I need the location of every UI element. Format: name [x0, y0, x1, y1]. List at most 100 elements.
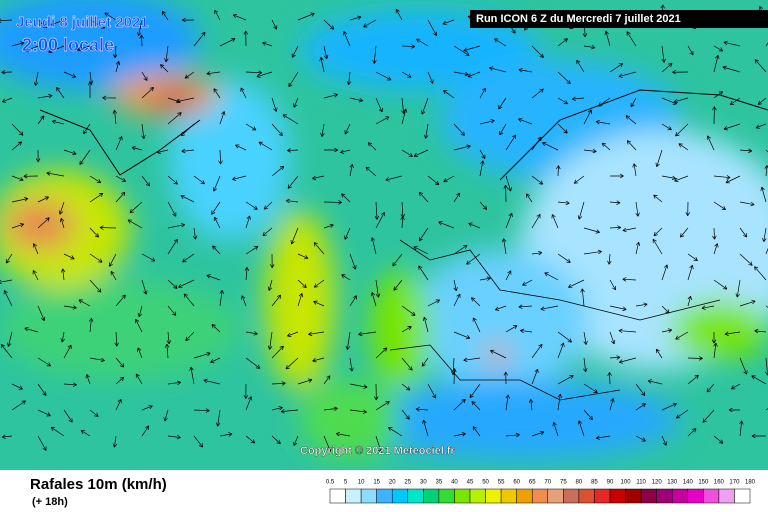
wind-arrow	[655, 149, 663, 168]
wind-arrow	[89, 175, 102, 184]
wind-arrow	[661, 45, 666, 63]
wind-arrow	[395, 8, 403, 21]
wind-arrow	[687, 374, 699, 385]
legend-swatch	[329, 488, 346, 504]
wind-arrow	[503, 184, 508, 203]
wind-arrow	[35, 149, 41, 163]
wind-arrow	[112, 435, 118, 448]
wind-arrow	[164, 343, 170, 359]
wind-arrow	[393, 279, 403, 291]
wind-arrow	[156, 149, 169, 154]
wind-arrow	[89, 357, 105, 363]
wind-arrow	[37, 196, 50, 203]
wind-arrow	[271, 435, 281, 445]
wind-arrow	[453, 45, 470, 56]
legend-label: 5	[344, 480, 348, 486]
wind-arrow	[556, 165, 561, 177]
legend-label: 35	[436, 480, 443, 486]
wind-arrow	[63, 149, 77, 156]
wind-arrow	[1, 434, 13, 439]
wind-arrow	[442, 19, 455, 25]
wind-arrow	[245, 215, 251, 229]
wind-arrow	[293, 97, 299, 108]
wind-arrow	[479, 119, 495, 125]
wind-arrow	[167, 223, 186, 229]
legend-label: 45	[467, 480, 474, 486]
wind-arrow	[601, 142, 611, 151]
wind-arrow	[479, 201, 488, 210]
legend-label: 70	[544, 480, 551, 486]
wind-arrow	[50, 426, 65, 437]
wind-arrow	[375, 211, 385, 229]
wind-arrow	[531, 88, 544, 99]
legend-label: 25	[404, 480, 411, 486]
wind-arrow	[212, 175, 221, 192]
wind-arrow	[89, 227, 99, 238]
wind-arrow	[701, 305, 715, 310]
wind-arrow	[262, 41, 273, 47]
wind-arrow	[218, 149, 223, 165]
wind-arrow	[757, 97, 767, 105]
wind-arrow	[245, 331, 258, 336]
wind-arrow	[577, 201, 585, 220]
wind-arrow	[167, 434, 181, 440]
wind-arrow	[453, 192, 461, 203]
run-label: Run ICON 6 Z du Mercredi 7 juillet 2021	[476, 13, 681, 25]
wind-arrow	[401, 71, 412, 78]
wind-arrow	[323, 223, 334, 229]
wind-arrow	[349, 295, 357, 307]
wind-arrow	[401, 44, 416, 49]
wind-arrow	[754, 266, 767, 281]
wind-arrow	[495, 305, 507, 311]
wind-arrow	[453, 293, 461, 307]
wind-arrow	[76, 45, 91, 52]
wind-arrow	[531, 213, 541, 229]
wind-arrow	[713, 54, 720, 73]
wind-arrow	[557, 38, 568, 47]
wind-arrow	[89, 193, 104, 203]
wind-arrow	[754, 328, 767, 334]
wind-arrow	[739, 299, 756, 307]
legend-swatch	[578, 488, 595, 504]
wind-arrow	[181, 17, 195, 23]
legend-label: 150	[698, 480, 709, 486]
wind-arrow	[349, 383, 368, 389]
wind-arrow	[498, 97, 507, 110]
wind-arrow	[110, 270, 117, 281]
legend-label: 100	[621, 480, 632, 486]
wind-arrow	[59, 218, 65, 229]
wind-arrow	[137, 305, 143, 318]
wind-arrow	[503, 371, 509, 385]
legend-swatch	[718, 488, 735, 504]
wind-arrow	[11, 383, 23, 390]
wind-arrow	[505, 134, 517, 151]
wind-arrow	[323, 435, 332, 452]
wind-arrow	[540, 305, 559, 311]
wind-arrow	[160, 64, 169, 73]
wind-arrow	[453, 144, 471, 151]
wind-arrow	[723, 123, 741, 131]
wind-arrow	[32, 243, 39, 255]
wind-arrow	[421, 97, 429, 115]
wind-arrow	[271, 345, 284, 359]
wind-arrow	[213, 216, 221, 229]
wind-arrow	[374, 201, 380, 220]
wind-arrow	[269, 253, 275, 269]
wind-arrow	[11, 175, 24, 182]
wind-arrow	[635, 241, 641, 255]
legend-swatch	[376, 488, 393, 504]
wind-arrow	[287, 148, 299, 153]
wind-arrow	[11, 41, 25, 47]
wind-arrow	[453, 331, 471, 340]
wind-arrow	[141, 425, 150, 437]
wind-arrow	[595, 435, 611, 440]
wind-arrow	[263, 201, 273, 210]
wind-arrow	[89, 279, 102, 293]
wind-arrow	[635, 383, 646, 396]
wind-arrow	[189, 366, 195, 385]
wind-arrow	[762, 227, 767, 242]
wind-arrow	[568, 279, 585, 289]
wind-arrow	[713, 201, 726, 211]
wind-arrow	[167, 175, 178, 185]
wind-arrow	[290, 227, 299, 245]
